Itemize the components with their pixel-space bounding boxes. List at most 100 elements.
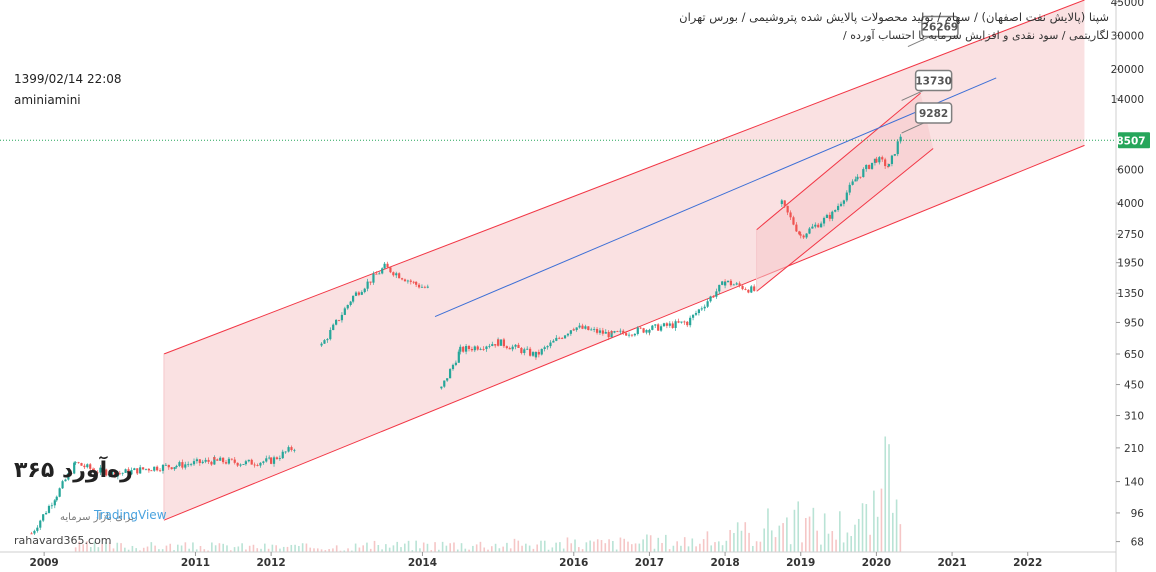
brand-watermark: ره‌آورد ۳۶۵ (14, 458, 133, 483)
candle-body (473, 346, 476, 351)
volume-bar (612, 540, 614, 552)
callout-pointer (907, 36, 931, 48)
volume-bar (816, 530, 818, 552)
candle-body (161, 465, 165, 471)
volume-bar (445, 545, 448, 552)
volume-bar (192, 542, 194, 552)
candle-body (124, 469, 127, 473)
candle-body (738, 283, 741, 286)
callout-label: 9282 (919, 108, 948, 120)
volume-bar (264, 543, 266, 552)
candle-body (61, 481, 64, 489)
volume-bar (252, 544, 255, 552)
volume-bar (271, 544, 274, 552)
inner-channel-lower-line (756, 148, 934, 292)
candle-body (113, 470, 117, 477)
candle-body (836, 205, 840, 211)
candle-body (537, 351, 540, 355)
candle-body (834, 210, 837, 212)
volume-bar (687, 546, 690, 552)
volume-bar (543, 540, 546, 552)
volume-bar (97, 547, 100, 552)
candle-body (499, 339, 503, 346)
volume-bar (839, 511, 841, 552)
volume-bar (532, 548, 535, 552)
candle-body (36, 527, 39, 531)
candle-body (83, 465, 86, 468)
volume-bar (453, 542, 455, 552)
candle-body (409, 280, 412, 282)
volume-bar (158, 549, 160, 552)
candle-body (694, 313, 698, 315)
volume-bar (233, 547, 236, 552)
volume-bar (112, 548, 115, 552)
volume-bar (161, 549, 164, 552)
volume-bar (366, 542, 368, 552)
candle-body (657, 324, 660, 331)
candle-body (426, 286, 429, 288)
volume-bar (691, 538, 694, 552)
volume-bar (661, 542, 663, 552)
volume-bar (430, 550, 433, 552)
volume-bar (472, 545, 474, 552)
candle-body (686, 321, 689, 326)
x-tick-label: 2012 (257, 557, 286, 569)
volume-bar (188, 548, 190, 552)
volume-bar (585, 542, 588, 552)
candle-body (70, 473, 73, 474)
volume-bar (736, 522, 739, 552)
candle-body (467, 346, 471, 350)
candle-body (523, 349, 526, 354)
candle-body (222, 457, 225, 463)
candle-body (80, 463, 83, 466)
volume-bar (714, 542, 716, 552)
candle-body (210, 461, 213, 465)
candle-body (476, 346, 479, 350)
candle-body (357, 292, 361, 295)
volume-bar (124, 547, 126, 552)
volume-bar (835, 539, 837, 552)
candle-body (531, 352, 535, 356)
y-tick-label: 1350 (1117, 288, 1144, 300)
y-tick-label: 96 (1131, 508, 1145, 520)
candle-body (627, 334, 631, 336)
candle-body (454, 362, 458, 365)
volume-bar (676, 541, 678, 552)
candle-body (77, 462, 80, 464)
candle-body (741, 285, 744, 290)
volume-bar (218, 543, 221, 552)
candle-body (443, 380, 446, 387)
candle-body (320, 343, 323, 346)
volume-bar (422, 542, 425, 552)
candle-body (789, 212, 792, 218)
candle-body (642, 328, 645, 333)
candle-body (73, 462, 76, 474)
volume-bar (793, 509, 796, 552)
candle-body (595, 328, 599, 333)
volume-bar (562, 548, 565, 552)
volume-bar (820, 544, 822, 552)
candle-body (497, 339, 500, 346)
volume-bar (313, 548, 315, 552)
volume-bar (873, 490, 875, 552)
candle-body (485, 346, 488, 350)
candle-body (47, 505, 51, 513)
candle-body (423, 286, 426, 288)
volume-bar (275, 545, 277, 552)
candle-body (814, 224, 817, 227)
volume-bar (702, 539, 705, 552)
volume-bar (517, 540, 520, 552)
candle-body (102, 467, 105, 470)
volume-bar (619, 537, 622, 552)
candle-body (236, 462, 239, 466)
volume-bar (184, 542, 187, 552)
volume-bar (551, 547, 554, 552)
volume-bar (328, 549, 330, 552)
volume-bar (256, 548, 259, 552)
candle-body (275, 457, 279, 459)
volume-bar (490, 546, 493, 552)
candle-body (284, 451, 287, 453)
volume-bar (808, 516, 811, 552)
volume-bar (627, 541, 629, 552)
